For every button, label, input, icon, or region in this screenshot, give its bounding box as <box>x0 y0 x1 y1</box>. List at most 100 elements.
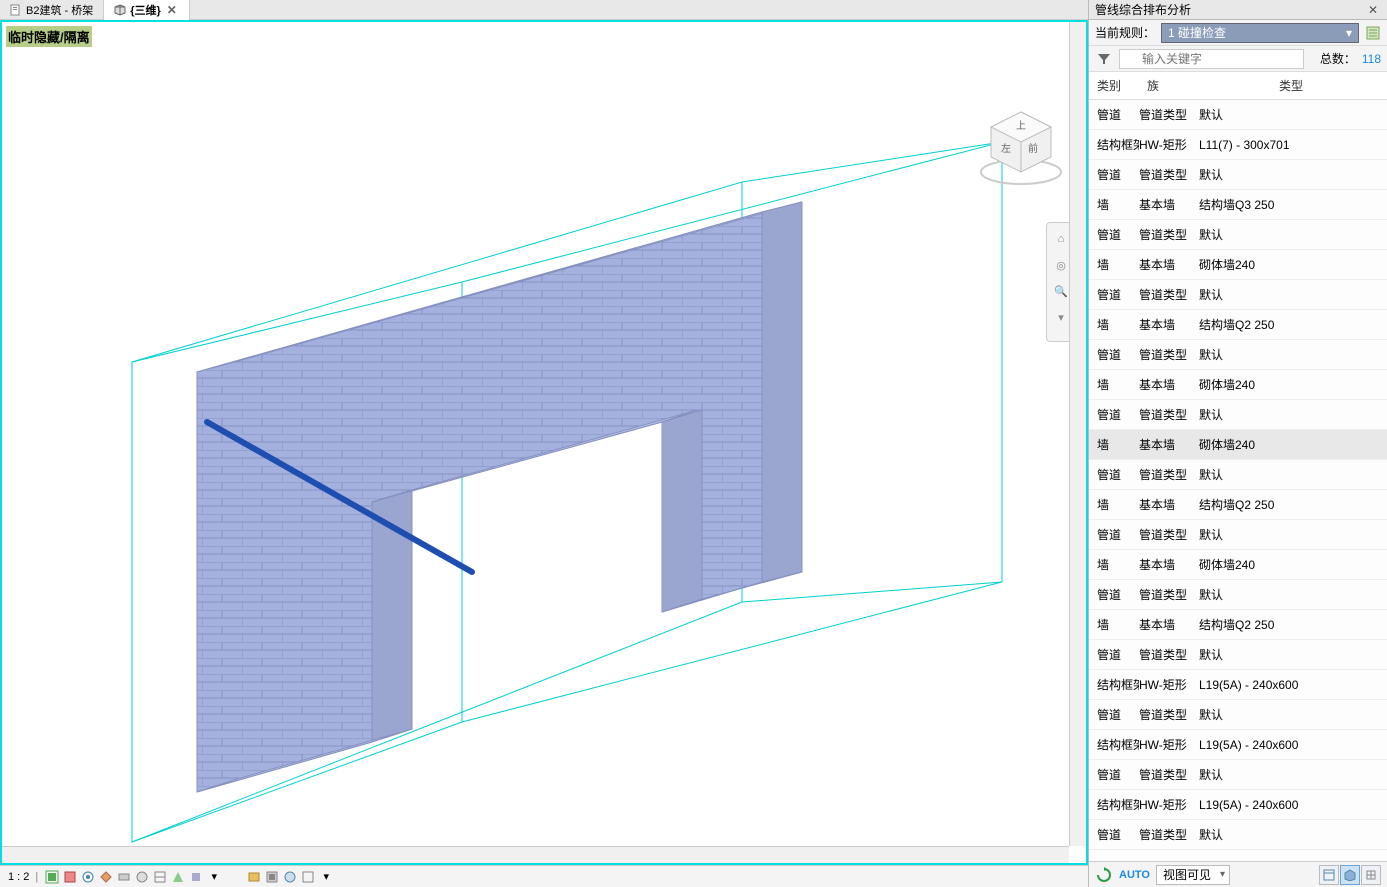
rule-select[interactable]: 1 碰撞检查 ▾ <box>1161 23 1359 43</box>
footer-icon-3[interactable] <box>1361 865 1381 885</box>
scale-label[interactable]: 1 : 2 <box>8 871 29 883</box>
status-chevron-icon[interactable]: ▾ <box>206 869 222 885</box>
cell-category: 结构框架 <box>1089 796 1139 813</box>
status-icon-12[interactable] <box>282 869 298 885</box>
viewport-hscroll[interactable] <box>2 846 1069 863</box>
nav-home-icon[interactable]: ⌂ <box>1051 229 1071 249</box>
table-row[interactable]: 管道管道类型默认 <box>1089 820 1387 850</box>
panel-close-icon[interactable]: ✕ <box>1365 2 1381 18</box>
cell-category: 墙 <box>1089 556 1139 573</box>
cell-family: HW-矩形 <box>1139 736 1195 753</box>
table-row[interactable]: 结构框架HW-矩形L19(5A) - 240x600 <box>1089 670 1387 700</box>
cell-category: 结构框架 <box>1089 136 1139 153</box>
status-icon-8[interactable] <box>170 869 186 885</box>
table-row[interactable]: 墙基本墙结构墙Q2 250 <box>1089 310 1387 340</box>
cell-family: 管道类型 <box>1139 286 1195 303</box>
table-row[interactable]: 管道管道类型默认 <box>1089 160 1387 190</box>
cell-family: 基本墙 <box>1139 376 1195 393</box>
tab-3d[interactable]: {三维} ✕ <box>104 0 190 20</box>
status-icon-4[interactable] <box>98 869 114 885</box>
cell-family: 管道类型 <box>1139 706 1195 723</box>
status-icon-6[interactable] <box>134 869 150 885</box>
search-input[interactable] <box>1119 49 1304 69</box>
cell-family: HW-矩形 <box>1139 676 1195 693</box>
status-icon-1[interactable] <box>44 869 60 885</box>
table-row[interactable]: 管道管道类型默认 <box>1089 760 1387 790</box>
tab-close-icon[interactable]: ✕ <box>165 3 179 17</box>
status-separator: | <box>35 871 38 883</box>
view-mode-select[interactable]: 视图可见 <box>1156 865 1230 885</box>
cell-type: 砌体墙240 <box>1195 376 1387 393</box>
table-header: 类别 族 类型 <box>1089 72 1387 100</box>
table-row[interactable]: 墙基本墙结构墙Q2 250 <box>1089 610 1387 640</box>
status-bar: 1 : 2 | ▾ ▾ <box>0 865 1088 887</box>
col-family[interactable]: 族 <box>1139 77 1195 94</box>
status-icon-5[interactable] <box>116 869 132 885</box>
cell-family: 管道类型 <box>1139 646 1195 663</box>
cell-type: 默认 <box>1195 766 1387 783</box>
cell-category: 墙 <box>1089 436 1139 453</box>
table-row[interactable]: 墙基本墙砌体墙240 <box>1089 430 1387 460</box>
count-value: 118 <box>1362 52 1381 66</box>
table-row[interactable]: 墙基本墙砌体墙240 <box>1089 250 1387 280</box>
status-icon-11[interactable] <box>264 869 280 885</box>
table-row[interactable]: 管道管道类型默认 <box>1089 580 1387 610</box>
viewcube-front: 前 <box>1028 142 1038 155</box>
rule-value: 1 碰撞检查 <box>1168 24 1226 41</box>
rule-settings-icon[interactable] <box>1365 25 1381 41</box>
cell-type: L19(5A) - 240x600 <box>1195 798 1387 812</box>
3d-viewport[interactable]: 临时隐藏/隔离 <box>0 20 1088 865</box>
status-icon-2[interactable] <box>62 869 78 885</box>
status-icon-13[interactable] <box>300 869 316 885</box>
table-row[interactable]: 管道管道类型默认 <box>1089 280 1387 310</box>
status-icon-9[interactable] <box>188 869 204 885</box>
tab-label: {三维} <box>130 2 161 18</box>
table-row[interactable]: 管道管道类型默认 <box>1089 100 1387 130</box>
table-body[interactable]: 管道管道类型默认结构框架HW-矩形L11(7) - 300x701管道管道类型默… <box>1089 100 1387 861</box>
viewport-vscroll[interactable] <box>1069 22 1086 846</box>
nav-chevron-down-icon[interactable]: ▾ <box>1051 307 1071 327</box>
status-icon-3[interactable] <box>80 869 96 885</box>
table-row[interactable]: 结构框架HW-矩形L19(5A) - 240x600 <box>1089 790 1387 820</box>
cell-category: 管道 <box>1089 106 1139 123</box>
table-row[interactable]: 管道管道类型默认 <box>1089 520 1387 550</box>
nav-zoom-icon[interactable]: 🔍 <box>1051 281 1071 301</box>
table-row[interactable]: 墙基本墙结构墙Q2 250 <box>1089 490 1387 520</box>
tab-building[interactable]: B2建筑 - 桥架 <box>0 0 104 20</box>
table-row[interactable]: 墙基本墙砌体墙240 <box>1089 550 1387 580</box>
nav-target-icon[interactable]: ◎ <box>1051 255 1071 275</box>
cell-type: 默认 <box>1195 106 1387 123</box>
table-row[interactable]: 管道管道类型默认 <box>1089 700 1387 730</box>
refresh-icon[interactable] <box>1095 866 1113 884</box>
table-row[interactable]: 管道管道类型默认 <box>1089 220 1387 250</box>
table-row[interactable]: 墙基本墙结构墙Q3 250 <box>1089 190 1387 220</box>
footer-icon-1[interactable] <box>1319 865 1339 885</box>
col-type[interactable]: 类型 <box>1195 77 1387 94</box>
cell-type: 默认 <box>1195 586 1387 603</box>
viewcube[interactable]: 上 前 左 <box>976 102 1066 192</box>
status-icon-7[interactable] <box>152 869 168 885</box>
cell-family: 管道类型 <box>1139 166 1195 183</box>
cell-category: 管道 <box>1089 166 1139 183</box>
table-row[interactable]: 墙基本墙砌体墙240 <box>1089 370 1387 400</box>
panel-titlebar: 管线综合排布分析 ✕ <box>1089 0 1387 20</box>
filter-icon[interactable] <box>1095 50 1113 68</box>
cube-icon <box>114 4 126 16</box>
cell-category: 结构框架 <box>1089 736 1139 753</box>
table-row[interactable]: 管道管道类型默认 <box>1089 400 1387 430</box>
table-row[interactable]: 管道管道类型默认 <box>1089 640 1387 670</box>
table-row[interactable]: 结构框架HW-矩形L19(5A) - 240x600 <box>1089 730 1387 760</box>
cell-type: 默认 <box>1195 646 1387 663</box>
footer-icon-2[interactable] <box>1340 865 1360 885</box>
status-chevron2-icon[interactable]: ▾ <box>318 869 334 885</box>
table-row[interactable]: 结构框架HW-矩形L11(7) - 300x701 <box>1089 130 1387 160</box>
table-row[interactable]: 管道管道类型默认 <box>1089 340 1387 370</box>
search-row: 🔍 总数： 118 <box>1089 46 1387 72</box>
table-row[interactable]: 管道管道类型默认 <box>1089 460 1387 490</box>
cell-type: 默认 <box>1195 226 1387 243</box>
auto-label[interactable]: AUTO <box>1119 869 1150 881</box>
cell-family: 管道类型 <box>1139 346 1195 363</box>
cell-family: 管道类型 <box>1139 226 1195 243</box>
col-category[interactable]: 类别 <box>1089 77 1139 94</box>
status-icon-10[interactable] <box>246 869 262 885</box>
